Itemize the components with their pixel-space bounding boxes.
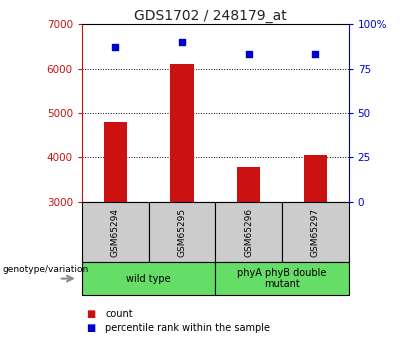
Text: wild type: wild type [126,274,171,284]
Point [312,52,319,57]
Bar [304,155,327,202]
Text: GSM65294: GSM65294 [111,207,120,257]
Text: ■: ■ [86,323,95,333]
Bar [104,122,127,202]
Text: GDS1702 / 248179_at: GDS1702 / 248179_at [134,9,286,23]
Text: ■: ■ [86,309,95,319]
Text: GSM65295: GSM65295 [177,207,186,257]
Point [178,39,185,45]
Text: count: count [105,309,133,319]
Bar [170,64,194,202]
Text: GSM65297: GSM65297 [311,207,320,257]
Text: phyA phyB double
mutant: phyA phyB double mutant [237,268,327,289]
Text: percentile rank within the sample: percentile rank within the sample [105,323,270,333]
Text: GSM65296: GSM65296 [244,207,253,257]
Bar [237,167,260,202]
Point [112,45,118,50]
Text: genotype/variation: genotype/variation [2,265,88,275]
Point [245,52,252,57]
